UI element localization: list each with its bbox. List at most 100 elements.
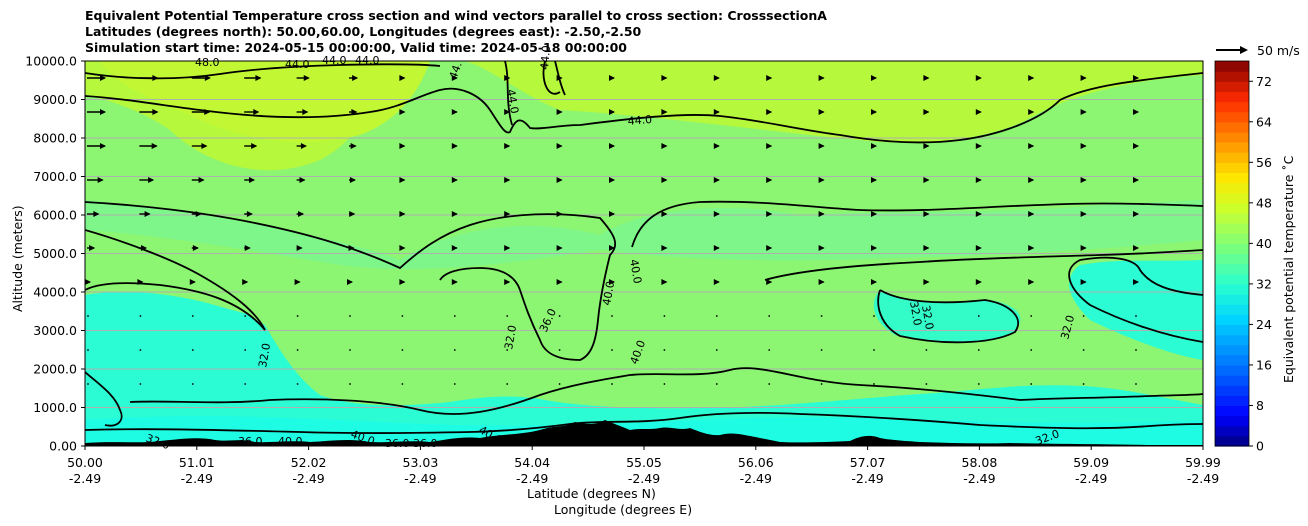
title-line-2: Latitudes (degrees north): 50.00,60.00, … (85, 24, 642, 39)
x-tick-label-lat: 51.01 (179, 455, 215, 470)
x-tick-label-lat: 55.05 (626, 455, 662, 470)
wind-vector-head (399, 75, 406, 81)
colorbar-swatch (1215, 334, 1249, 346)
wind-vector-head (923, 109, 930, 115)
wind-vector-head (609, 211, 615, 217)
wind-vector-head (713, 177, 720, 183)
wind-vector-head (766, 75, 773, 81)
contour-36-mid (764, 249, 1203, 343)
wind-vector-head (975, 211, 982, 217)
wind-vector-head (253, 109, 260, 115)
colorbar-tick-label: 8 (1256, 398, 1264, 413)
colorbar-swatch (1215, 395, 1249, 407)
wind-vector-head (1133, 177, 1139, 183)
wind-vector-head (300, 143, 307, 149)
wind-vector-head (299, 177, 306, 183)
field-upper-core (100, 61, 430, 143)
wind-vector-head (451, 245, 458, 251)
wind-vector-head (1080, 279, 1087, 285)
wind-vector-head (556, 109, 563, 115)
wind-vector (139, 315, 142, 317)
wind-vector-head (713, 279, 720, 285)
y-tick-label: 2000.0 (33, 362, 77, 377)
wind-vector-head (871, 211, 877, 217)
colorbar-swatch (1215, 243, 1249, 255)
wind-vector-head (556, 245, 563, 251)
wind-vector-head (399, 245, 406, 251)
wind-vector (401, 383, 404, 385)
colorbar-swatch (1215, 344, 1249, 356)
wind-vector (1030, 349, 1033, 351)
terrain-silhouette (85, 420, 1203, 446)
wind-vector (820, 383, 823, 385)
wind-vector-head (923, 211, 930, 217)
y-tick-label: 0.00 (49, 439, 77, 454)
wind-vector-head (871, 245, 877, 251)
colorbar-swatch (1215, 61, 1249, 72)
y-tick-label: 5000.0 (33, 246, 77, 261)
wind-vector-head (303, 75, 310, 81)
wind-vector-head (661, 279, 668, 285)
wind-vector (244, 383, 247, 385)
y-tick-label: 6000.0 (33, 208, 77, 223)
contour-32-left (85, 282, 266, 331)
wind-vector (87, 383, 89, 385)
wind-vector (611, 349, 613, 351)
wind-vector-head (93, 211, 100, 217)
wind-vector-head (451, 143, 458, 149)
y-tick-label: 4000.0 (33, 285, 77, 300)
colorbar-tick-label: 72 (1256, 74, 1272, 89)
wind-vector-head (504, 143, 511, 149)
colorbar-swatch (1215, 152, 1249, 163)
wind-vector-head (923, 279, 930, 285)
wind-vector-head (975, 245, 982, 251)
wind-vector (977, 315, 980, 317)
wind-vector (1135, 349, 1137, 351)
x-tick-label-lat: 58.08 (962, 455, 998, 470)
contour-label: 40.0 (627, 258, 644, 284)
wind-vector-head (818, 279, 825, 285)
x-tick-label-lat: 54.04 (514, 455, 550, 470)
chart-title: Equivalent Potential Temperature cross s… (85, 8, 827, 56)
wind-vector-head (923, 177, 930, 183)
wind-vector-head (556, 177, 563, 183)
contour-label: 44.0 (627, 113, 653, 128)
wind-vector-head (504, 177, 511, 183)
wind-vector (873, 349, 875, 351)
wind-vector-head (1028, 143, 1035, 149)
wind-vector-head (871, 109, 877, 115)
colorbar-swatch (1215, 142, 1249, 153)
wind-vector-head (556, 211, 563, 217)
wind-vector-head (242, 279, 249, 285)
wind-vector-head (661, 143, 668, 149)
wind-vector-head (661, 245, 668, 251)
wind-vector (873, 315, 875, 317)
wind-vector (453, 383, 456, 385)
wind-vector-head (1080, 143, 1087, 149)
wind-vector-head (766, 279, 773, 285)
wind-vector (296, 315, 299, 317)
wind-vector-head (871, 75, 877, 81)
colorbar-swatch (1215, 223, 1249, 234)
colorbar-swatch (1215, 314, 1249, 326)
colorbar-swatch (1215, 354, 1249, 366)
wind-vector (558, 383, 561, 385)
colorbar-swatch (1215, 192, 1249, 204)
wind-vector (611, 383, 613, 385)
wind-vector-head (296, 245, 303, 251)
x-axis-label-lon: Longitude (degrees E) (554, 502, 693, 517)
y-tick-label: 10000.0 (25, 54, 77, 69)
field-right-mid-cyan (873, 290, 1021, 343)
wind-vector-head (818, 109, 825, 115)
colorbar-swatch (1215, 81, 1249, 92)
colorbar-tick-label: 16 (1256, 357, 1272, 372)
colorbar-swatch (1215, 263, 1249, 275)
x-tick-label-lon: -2.49 (963, 471, 995, 486)
colorbar-swatch (1215, 385, 1249, 396)
wind-vector-head (137, 279, 144, 285)
colorbar-tick-label: 40 (1256, 236, 1272, 251)
wind-vector-head (818, 177, 825, 183)
contour-40-upper-right (631, 200, 1203, 248)
wind-vector (139, 349, 142, 351)
wind-vector-head (201, 143, 208, 149)
